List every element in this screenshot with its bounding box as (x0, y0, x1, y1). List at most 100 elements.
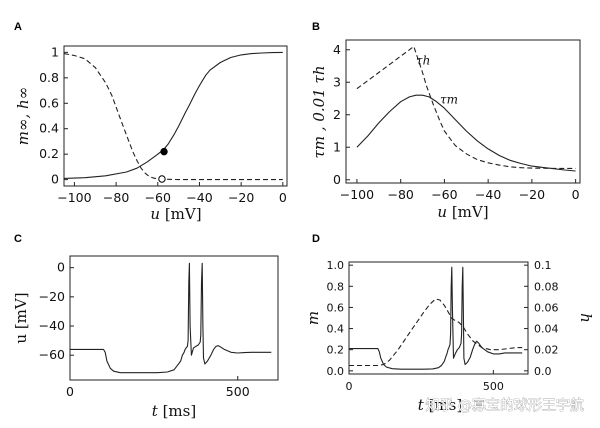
panel-b-xtick-label: −40 (475, 187, 501, 202)
panel-d-ytick-right-label: 0.02 (534, 344, 559, 357)
panel-b-yticks: 0 1 2 3 4 (333, 42, 350, 187)
panel-d-xticks: 0 500 (346, 370, 504, 393)
panel-a-series (63, 51, 283, 181)
panel-a-ytick-label: 0.2 (39, 146, 59, 161)
panel-b-xtick-label: −100 (340, 187, 374, 202)
panel-a-xtick-label: −100 (57, 190, 91, 205)
panel-c-xlabel-unit: [ms] (158, 402, 196, 420)
panel-a-marker-open (158, 175, 166, 183)
panel-b-ylabel: τm , 0.01 τh (310, 66, 328, 159)
panel-a-ytick-label: 0.8 (39, 70, 59, 85)
panel-c-ytick-label: −40 (39, 318, 65, 333)
panel-a-letter: A (14, 21, 22, 33)
panel-d-ytick-right-label: 0.06 (534, 301, 559, 314)
panel-b-annotations: τh τm (416, 53, 458, 106)
panel-b-xlabel: u [mV] (437, 203, 488, 221)
panel-c-xtick-label: 0 (66, 384, 74, 399)
panel-d-letter: D (312, 233, 320, 245)
panel-d-xlabel: t [ms] (418, 396, 462, 414)
panel-c: C 0 500 0 −20 −40 −60 t [ms] u [mV] (12, 233, 279, 420)
panel-c-letter: C (14, 233, 22, 245)
panel-d-ytick-label: 0.2 (327, 344, 345, 357)
panel-a-ylabel: m∞, h∞ (14, 87, 32, 145)
panel-d-ytick-right-label: 0.1 (534, 259, 552, 272)
panel-d-ytick-label: 0.4 (327, 323, 345, 336)
panel-d-yticks-right: 0.0 0.02 0.04 0.06 0.08 0.1 (524, 259, 559, 378)
panel-d-xlabel-unit: [ms] (424, 396, 462, 414)
panel-d-xlabel-var: t (418, 396, 425, 414)
panel-c-ytick-label: −20 (39, 289, 65, 304)
panel-d-ytick-label: 0.8 (327, 280, 345, 293)
panel-c-xticks: 0 500 (66, 376, 250, 399)
panel-a-ytick-label: 1 (51, 44, 59, 59)
panel-b-frame (345, 39, 581, 184)
panel-b-ytick-label: 1 (333, 139, 341, 154)
panel-b-series-tau-h (356, 45, 576, 169)
panel-a-xticks: −100 −80 −60 −40 −20 0 (57, 182, 287, 205)
panel-d-ytick-label: 0.6 (327, 301, 345, 314)
panel-a-xtick-label: −20 (228, 190, 254, 205)
panel-b-xlabel-unit: [mV] (447, 203, 489, 221)
panel-a-xlabel-unit: [mV] (160, 205, 202, 223)
panel-d-yticks: 0.0 0.2 0.4 0.6 0.8 1.0 (327, 259, 353, 378)
watermark: 知乎 @寡宝的球形王宇航 (426, 397, 584, 414)
panel-d-ytick-right-label: 0.08 (534, 280, 559, 293)
panel-d: D 0 500 0.00.20.40.60.81.0 0.00.020.040.0… (304, 233, 595, 414)
panel-b-series-tau-m (356, 94, 576, 172)
panel-d-xtick-label: 500 (483, 380, 504, 393)
panel-b-xtick-label: 0 (572, 187, 580, 202)
panel-a-xtick-label: 0 (279, 190, 287, 205)
panel-b-ytick-label: 2 (333, 107, 341, 122)
panel-c-ylabel: u [mV] (12, 292, 30, 343)
panel-b-letter: B (312, 21, 320, 33)
panel-a-series-m-inf (63, 51, 283, 179)
panel-b-series (356, 45, 576, 172)
panel-d-frame (348, 261, 529, 375)
panel-c-series-u (70, 262, 272, 374)
panel-a-ytick-label: 0.4 (39, 121, 59, 136)
panel-c-yticks: 0 −20 −40 −60 (39, 260, 74, 362)
panel-a-markers (158, 147, 168, 183)
panel-a-yticks: 0 0.2 0.4 0.6 0.8 1 (39, 44, 68, 187)
panel-b-ytick-label: 4 (333, 42, 341, 57)
panel-b-annotation: τh (416, 53, 430, 67)
panel-b: B −100 −80 −60 −40 −20 0 0 1 2 3 4 τh τm u [mV] τm… (310, 21, 581, 221)
panel-b-ytick-label: 3 (333, 74, 341, 89)
panel-d-ytick-label: 0.0 (327, 365, 345, 378)
panel-c-frame (69, 255, 279, 381)
panel-b-xticks: −100 −80 −60 −40 −20 0 (340, 179, 580, 202)
panel-d-xtick-label: 0 (346, 380, 353, 393)
panel-d-series-h (349, 298, 523, 367)
panel-d-ylabel-left: m (304, 311, 322, 325)
panel-a-xtick-label: −60 (145, 190, 171, 205)
panel-c-series (70, 262, 272, 374)
panel-d-ytick-right-label: 0.04 (534, 323, 559, 336)
panel-b-ytick-label: 0 (333, 172, 341, 187)
panel-d-ytick-right-label: 0.0 (534, 365, 552, 378)
panel-a-xtick-label: −80 (103, 190, 129, 205)
panel-a-xtick-label: −40 (186, 190, 212, 205)
panel-b-xtick-label: −20 (519, 187, 545, 202)
panel-b-annotation: τm (440, 92, 458, 106)
panel-a-ytick-label: 0 (51, 172, 59, 187)
panel-a: A −100 −80 −60 −40 −20 0 0 0.2 0.4 0.6 0.8 1 u [mV… (14, 21, 288, 223)
panel-a-ytick-label: 0.6 (39, 95, 59, 110)
panel-d-ylabel-right: h (577, 313, 595, 323)
panel-d-ytick-label: 1.0 (327, 259, 345, 272)
panel-a-series-h-inf (63, 53, 283, 181)
panel-c-xlabel: t [ms] (152, 402, 196, 420)
panel-a-xlabel: u [mV] (150, 205, 201, 223)
panel-a-marker-filled (160, 147, 168, 156)
panel-c-ytick-label: −60 (39, 347, 65, 362)
panel-d-series (349, 266, 523, 370)
panel-c-xlabel-var: t (152, 402, 159, 420)
panel-b-xlabel-var: u (437, 203, 447, 221)
panel-a-frame (63, 45, 288, 187)
panel-a-xlabel-var: u (150, 205, 160, 223)
panel-b-xtick-label: −60 (431, 187, 457, 202)
panel-c-ytick-label: 0 (57, 260, 65, 275)
panel-b-xtick-label: −80 (387, 187, 413, 202)
panel-d-series-m (349, 266, 523, 370)
panel-c-xtick-label: 500 (226, 384, 250, 399)
